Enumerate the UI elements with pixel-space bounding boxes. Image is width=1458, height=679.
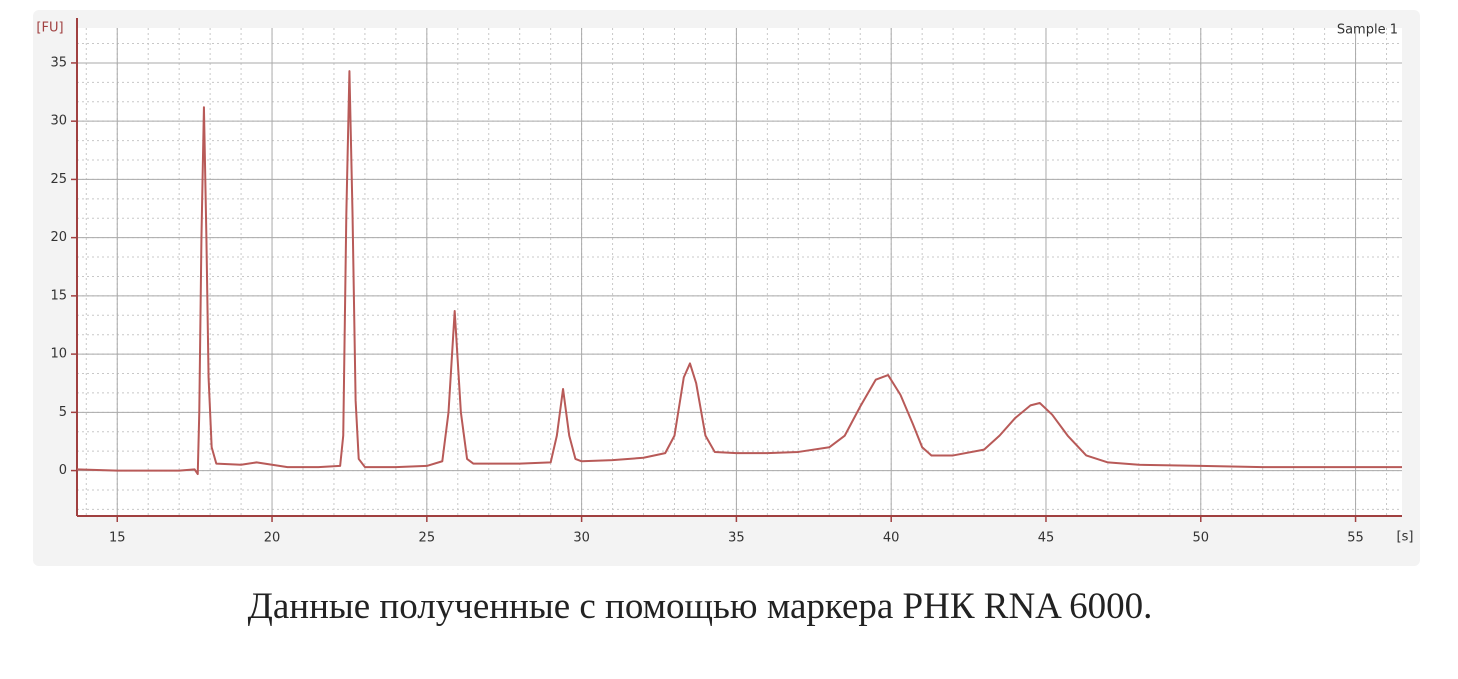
trace-line xyxy=(76,70,1402,476)
plot-area xyxy=(77,28,1402,516)
x-tick-label: 35 xyxy=(728,531,745,546)
x-tick-label: 30 xyxy=(573,531,590,546)
y-tick-label: 0 xyxy=(59,463,67,478)
sample-label: Sample 1 xyxy=(1337,23,1398,38)
x-axis-label: [s] xyxy=(1397,530,1414,545)
x-tick-label: 15 xyxy=(109,531,126,546)
x-tick-label: 50 xyxy=(1192,531,1209,546)
y-tick-label: 35 xyxy=(50,55,67,70)
caption: Данные полученные с помощью маркера РНК … xyxy=(247,586,1153,627)
y-tick-label: 30 xyxy=(50,114,67,129)
y-tick-label: 5 xyxy=(59,405,67,420)
x-tick-label: 20 xyxy=(264,531,281,546)
y-tick-label: 10 xyxy=(50,347,67,362)
x-tick-label: 55 xyxy=(1347,531,1364,546)
chart: [FU] [s] Sample 1 0 5 10 15 20 25 30 35 15 20 25 30… xyxy=(36,18,1414,546)
x-tick-label: 25 xyxy=(419,531,436,546)
y-tick-label: 15 xyxy=(50,288,67,303)
x-tick-label: 45 xyxy=(1038,531,1055,546)
y-tick-label: 25 xyxy=(50,172,67,187)
y-axis-label: [FU] xyxy=(36,21,63,36)
x-tick-label: 40 xyxy=(883,531,900,546)
y-tick-label: 20 xyxy=(50,230,67,245)
